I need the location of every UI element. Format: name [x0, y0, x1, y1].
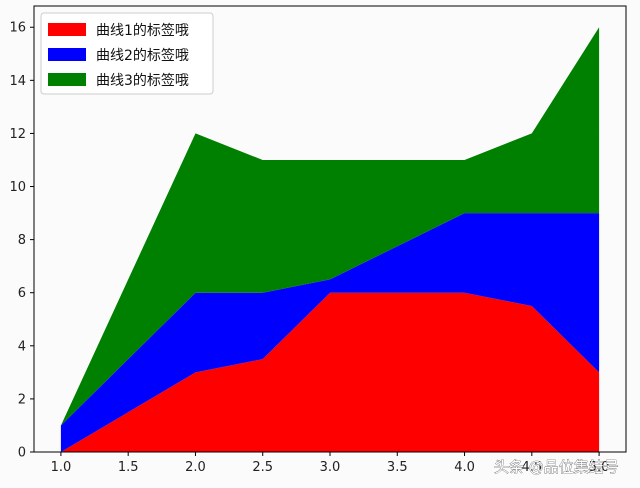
legend-swatch: [48, 73, 86, 86]
y-tick-label: 12: [9, 127, 26, 142]
watermark: 头条 @品位集结号: [494, 458, 619, 476]
y-tick-label: 6: [18, 286, 26, 301]
area-series-group: [60, 27, 600, 452]
x-tick-label: 2.5: [252, 460, 273, 475]
y-tick-label: 14: [9, 74, 26, 89]
legend-label: 曲线1的标签哦: [96, 22, 189, 39]
x-tick-label: 3.5: [387, 460, 408, 475]
x-tick-label: 1.5: [118, 460, 139, 475]
x-tick-label: 2.0: [185, 460, 206, 475]
y-tick-label: 0: [18, 446, 26, 461]
y-tick-label: 8: [18, 233, 26, 248]
axes: 1.0 1.5 2.0 2.5 3.0 3.5 4.0 4.5 5.0 0 2 4 6 8 10 12 14 16: [9, 5, 627, 475]
x-tick-label: 4.0: [454, 460, 475, 475]
area-series-2: [60, 213, 600, 452]
legend-swatch: [48, 23, 86, 36]
x-tick-label: 1.0: [51, 460, 72, 475]
legend-label: 曲线3的标签哦: [96, 72, 189, 89]
x-tick-label: 5.0: [589, 460, 610, 475]
area-series-3: [60, 27, 600, 426]
y-tick-label: 10: [9, 180, 26, 195]
x-tick-label: 4.5: [521, 460, 542, 475]
legend-swatch: [48, 48, 86, 61]
y-tick-label: 16: [9, 21, 26, 36]
x-tick-label: 3.0: [320, 460, 341, 475]
y-tick-label: 2: [18, 392, 26, 407]
y-tick-label: 4: [18, 339, 26, 354]
area-series-1: [60, 292, 600, 452]
legend-label: 曲线2的标签哦: [96, 47, 189, 64]
